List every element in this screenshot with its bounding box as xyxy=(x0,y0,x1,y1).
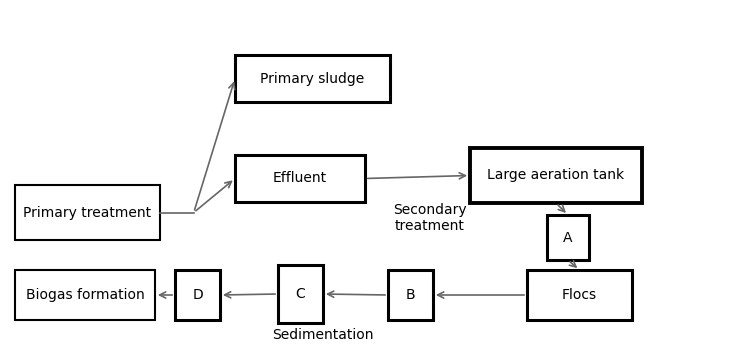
Text: A: A xyxy=(563,230,573,245)
FancyBboxPatch shape xyxy=(15,270,155,320)
Text: Effluent: Effluent xyxy=(273,172,327,185)
Text: Primary treatment: Primary treatment xyxy=(23,206,152,220)
FancyBboxPatch shape xyxy=(235,55,390,102)
Text: Flocs: Flocs xyxy=(562,288,597,302)
Text: Primary sludge: Primary sludge xyxy=(260,71,365,86)
FancyBboxPatch shape xyxy=(470,148,642,203)
Text: Sedimentation: Sedimentation xyxy=(273,328,374,342)
FancyBboxPatch shape xyxy=(15,185,160,240)
FancyBboxPatch shape xyxy=(527,270,632,320)
FancyBboxPatch shape xyxy=(388,270,433,320)
FancyBboxPatch shape xyxy=(547,215,589,260)
Text: Biogas formation: Biogas formation xyxy=(26,288,144,302)
Text: C: C xyxy=(296,287,305,301)
Text: D: D xyxy=(192,288,203,302)
FancyBboxPatch shape xyxy=(175,270,220,320)
Text: Secondary
treatment: Secondary treatment xyxy=(393,203,467,233)
FancyBboxPatch shape xyxy=(278,265,323,323)
FancyBboxPatch shape xyxy=(235,155,365,202)
Text: Large aeration tank: Large aeration tank xyxy=(488,168,624,182)
Text: B: B xyxy=(405,288,415,302)
